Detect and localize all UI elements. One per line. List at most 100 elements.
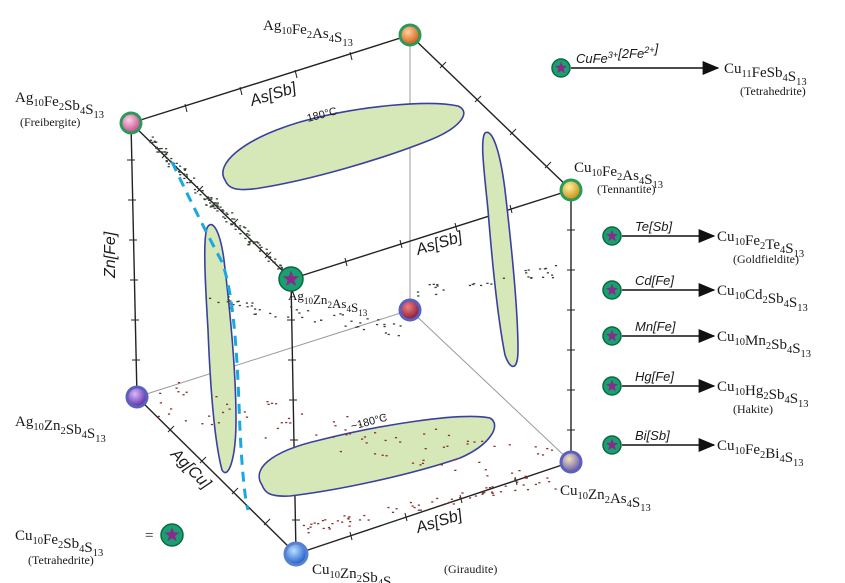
analysis-point [474,495,477,497]
analysis-point [381,454,384,456]
analysis-point [436,497,439,500]
vertex-label-ag-fe-as: Ag10Fe2As4S13 [263,18,353,49]
analysis-point [452,503,455,505]
analysis-point [274,258,277,260]
analysis-point [551,277,555,279]
analysis-point [502,277,505,279]
vertex-cu-zn-as [559,450,583,474]
analysis-point [436,285,439,287]
analysis-point [491,492,494,494]
analysis-point [411,462,415,464]
analysis-point [527,269,530,271]
analysis-point [194,192,197,194]
hidden-edges [136,35,572,463]
analysis-point [350,320,353,322]
analysis-point [289,422,292,424]
analysis-point [348,433,352,435]
analysis-point [245,302,248,304]
analysis-point [366,318,369,320]
analysis-point [391,511,395,513]
analysis-point [290,306,293,308]
analysis-point [518,470,521,472]
analysis-point [384,439,387,442]
analysis-point [554,488,557,490]
analysis-point [216,205,219,207]
analysis-point [254,241,257,243]
analysis-point [217,422,220,424]
analysis-point [225,212,228,214]
analysis-point [157,415,160,418]
analysis-point [155,141,158,143]
analysis-point [424,448,427,450]
legend-formula-0: Cu11FeSb4S13 [724,61,807,88]
legend-mineral-4: (Hakite) [733,402,773,416]
analysis-point [228,307,231,309]
analysis-point [320,319,323,321]
vertex-label-ag-zn-sb: Ag10Zn2Sb4S13 [15,414,106,445]
analysis-point [182,394,185,396]
analysis-point [392,323,396,325]
analysis-point [265,248,268,250]
analysis-point [310,523,313,525]
analysis-point [209,206,212,208]
analysis-point [170,408,173,410]
analysis-point [490,283,493,285]
vertex-markers [119,23,583,567]
analysis-point [149,141,152,144]
analysis-point [210,205,213,207]
analysis-point [230,223,233,225]
analysis-point [245,234,248,236]
analysis-point [328,528,331,530]
vertex-label-ag-fe-sb: Ag10Fe2Sb4S13 [15,90,104,121]
analysis-point [514,478,517,480]
axis-label-bottom: As[Sb] [413,507,465,537]
analysis-point [285,421,288,424]
analysis-point [258,250,262,252]
analysis-point [379,426,382,428]
analysis-point [195,186,199,188]
analysis-point [387,333,390,336]
analysis-point [349,521,352,523]
analysis-point [158,148,161,150]
analysis-point [226,213,229,216]
analysis-point [175,162,178,164]
vertex-ag-fe-sb [119,111,143,135]
analysis-point [300,413,304,415]
analysis-point [206,196,209,198]
analysis-point [201,423,204,425]
analysis-point [185,175,188,177]
analysis-point [454,459,457,461]
analysis-point [165,157,169,159]
analysis-point [387,506,390,509]
analysis-point [488,487,492,489]
analysis-point [209,297,212,299]
legend-substitution-label-5: Bi[Sb] [635,428,670,443]
analysis-point [471,283,474,286]
analysis-point [182,173,185,175]
analysis-point [466,440,469,442]
analysis-point [250,240,253,242]
analysis-point [376,323,379,326]
analysis-point [244,227,247,229]
stability-fields [203,102,519,497]
vertex-ag-zn-sb [125,385,149,409]
analysis-point [413,506,416,509]
analysis-point [411,505,414,507]
analysis-point [229,300,232,302]
legend-row-2-star-icon [605,283,619,296]
analysis-point [189,181,192,184]
analysis-point [307,528,310,530]
analysis-point [539,268,542,270]
analysis-point [234,228,237,230]
analysis-point [339,450,342,453]
analysis-point [348,516,351,518]
legend-formula-5: Cu10Fe2Bi4S13 [717,438,804,469]
analysis-point [257,242,260,244]
analysis-point [212,206,215,208]
analysis-point [468,284,471,287]
analysis-point [324,519,327,521]
analysis-point [394,437,398,439]
analysis-point [442,446,445,448]
analysis-point [177,382,180,384]
analysis-point [236,301,239,303]
